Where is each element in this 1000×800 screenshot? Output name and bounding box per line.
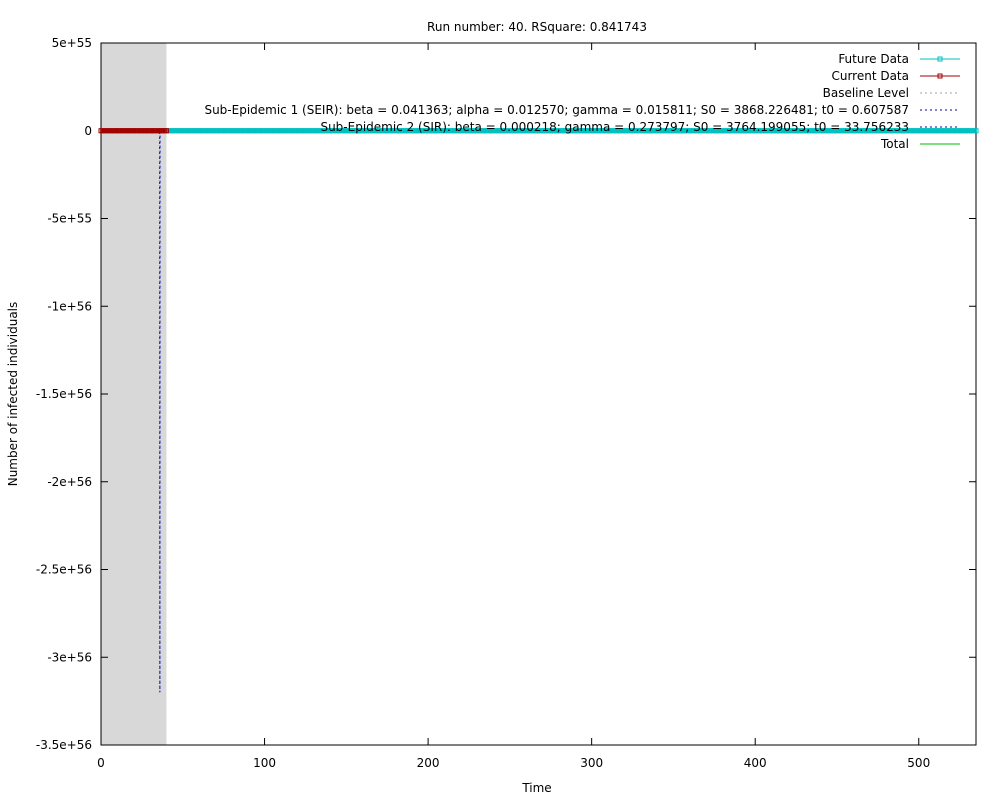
y-tick-label: -1e+56 (47, 299, 92, 313)
x-tick-label: 400 (744, 756, 767, 770)
y-tick-label: 0 (84, 124, 92, 138)
data-point (973, 128, 979, 134)
data-point (937, 56, 943, 62)
y-tick-label: 5e+55 (52, 36, 92, 50)
x-tick-label: 0 (97, 756, 105, 770)
x-tick-label: 500 (907, 756, 930, 770)
x-tick-label: 300 (580, 756, 603, 770)
series-line (101, 130, 976, 693)
y-tick-label: -2e+56 (47, 475, 92, 489)
y-axis-label: Number of infected individuals (6, 302, 20, 487)
y-tick-label: -2.5e+56 (36, 563, 92, 577)
y-tick-label: -5e+55 (47, 212, 92, 226)
plot-area: 5e+55 0 -5e+55 -1e+56 -1.5e+56 -2e+56 -2.5e+56… (36, 36, 979, 770)
legend-label: Sub-Epidemic 2 (SIR): beta = 0.000218; g… (320, 120, 909, 134)
legend-label: Current Data (831, 69, 909, 83)
y-tick-label: -3.5e+56 (36, 738, 92, 752)
legend-label: Baseline Level (823, 86, 909, 100)
x-tick-label: 200 (417, 756, 440, 770)
x-axis-label: Time (521, 781, 551, 795)
legend: Future Data Current Data Baseline Level Sub… (204, 52, 960, 151)
legend-label: Future Data (838, 52, 909, 66)
current-window-shading (101, 43, 167, 745)
y-tick-label: -1.5e+56 (36, 387, 92, 401)
y-tick-label: -3e+56 (47, 650, 92, 664)
data-point (163, 128, 169, 134)
legend-label: Sub-Epidemic 1 (SEIR): beta = 0.041363; … (204, 103, 909, 117)
data-point (937, 73, 943, 79)
chart-title: Run number: 40. RSquare: 0.841743 (427, 20, 647, 34)
x-tick-label: 100 (253, 756, 276, 770)
legend-label: Total (880, 137, 909, 151)
